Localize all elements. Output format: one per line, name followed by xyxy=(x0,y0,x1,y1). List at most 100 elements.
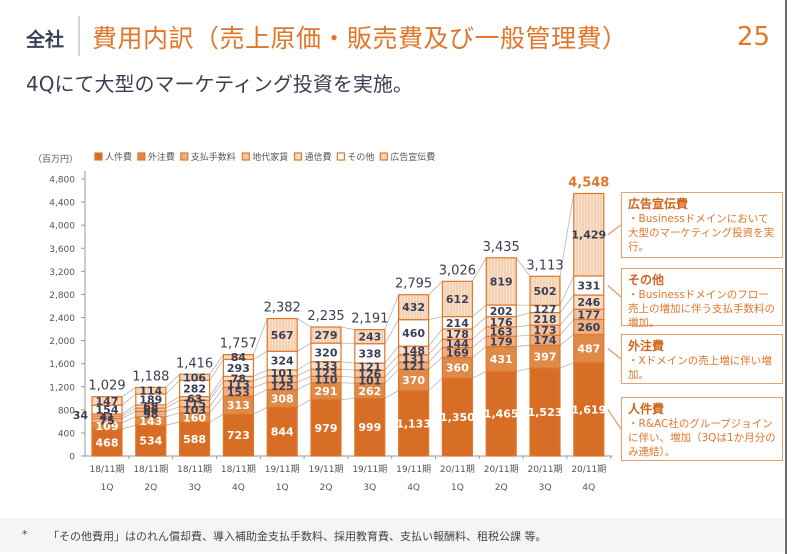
data-label-comm: 78 xyxy=(231,373,246,386)
data-label-ad: 243 xyxy=(358,331,381,344)
data-label-ad: 612 xyxy=(446,293,469,306)
callout-lines xyxy=(607,224,622,430)
data-label-ad: 502 xyxy=(534,285,557,298)
legend-label-fees: 支払手数料 xyxy=(191,151,236,163)
x-axis: 18/11期 1Q 18/11期 2Q 18/11期 3Q 18/11期 4Q 19/11期 1Q… xyxy=(85,455,613,493)
x-tick-label-period: 20/11期 xyxy=(528,464,563,475)
data-label-personnel: 999 xyxy=(358,421,381,434)
x-tick-label-period: 20/11期 xyxy=(484,464,519,475)
bar-segment-ad xyxy=(135,386,167,395)
connector-line xyxy=(516,334,531,337)
connector-line xyxy=(165,396,180,406)
connector-line xyxy=(472,326,487,340)
connector-line xyxy=(428,281,443,295)
data-label-ad: 432 xyxy=(402,301,425,314)
data-label-comm: 176 xyxy=(490,316,513,329)
bar-segment-ad xyxy=(573,192,605,277)
connector-line xyxy=(121,416,136,424)
total-label: 1,757 xyxy=(220,337,257,352)
callout-body: ・R&AC社のグループジョインに伴い、増加（3Qは1か月分のみ連結）。 xyxy=(628,418,776,458)
connector-line xyxy=(253,389,268,397)
callout-body: ・Businessドメインのフロー売上の増加に伴う支払手数料の増加。 xyxy=(628,289,775,329)
legend-label-ad: 広告宣伝費 xyxy=(390,151,435,163)
data-label-fees: 98 xyxy=(143,408,158,421)
connector-line xyxy=(340,375,355,378)
callout-outsourcing: 外注費 ・Xドメインの売上増に伴い増加。 xyxy=(621,334,783,384)
page-title: 費用内訳（売上原価・販売費及び一般管理費） xyxy=(92,24,628,53)
y-tick-label: 400 xyxy=(58,429,75,439)
x-tick-label-quarter: 3Q xyxy=(188,483,201,493)
connector-line xyxy=(515,257,531,277)
data-label-comm: 218 xyxy=(534,313,557,326)
connector-line xyxy=(384,319,399,344)
callout-title: 外注費 xyxy=(628,339,665,353)
data-label-ad: 147 xyxy=(96,395,119,408)
data-label-comm: 121 xyxy=(358,361,381,374)
data-label-rent: 66 xyxy=(143,404,159,417)
data-label-rent: 131 xyxy=(402,353,425,366)
x-tick-label-period: 19/11期 xyxy=(309,464,344,475)
data-label-other: 189 xyxy=(139,393,162,406)
connector-line xyxy=(559,362,574,369)
data-label-rent: 41 xyxy=(99,411,114,424)
connector-line xyxy=(297,382,312,390)
bar-segment-ad xyxy=(179,373,211,381)
data-label-rent: 163 xyxy=(490,326,513,339)
bar-segment-ad xyxy=(354,329,386,345)
legend-swatch-ad xyxy=(379,152,388,161)
data-label-comm: 133 xyxy=(315,359,338,372)
bar-segment-ad xyxy=(222,354,254,361)
connector-line xyxy=(121,410,136,419)
x-tick-label-period: 18/11期 xyxy=(90,464,125,475)
legend-swatch-rent xyxy=(241,152,250,161)
callout-leader-line xyxy=(607,408,622,430)
connector-line xyxy=(384,390,399,399)
x-tick-label-quarter: 1Q xyxy=(451,483,464,493)
total-label: 3,113 xyxy=(526,258,563,273)
connector-line xyxy=(165,399,180,409)
callout-other: その他・Businessドメインのフロー売上の増加に伴う支払手数料の増加。 xyxy=(621,268,783,329)
data-label-comm: 178 xyxy=(446,328,469,341)
data-label-outsourcing: 360 xyxy=(446,362,469,375)
x-tick-label-period: 20/11期 xyxy=(440,464,475,475)
connector-line xyxy=(340,361,355,364)
data-label-comm: 34 xyxy=(73,409,89,422)
x-tick-label-quarter: 1Q xyxy=(276,483,289,493)
connector-line xyxy=(516,344,531,347)
bar-segment-ad xyxy=(485,257,517,306)
callout-title: 人件費 xyxy=(628,402,665,416)
callout-personnel: 人件費・R&AC社のグループジョインに伴い、増加（3Qは1か月分のみ連結）。 xyxy=(621,397,783,461)
data-label-other: 324 xyxy=(271,355,294,368)
data-label-other: 202 xyxy=(490,305,513,318)
data-label-outsourcing: 431 xyxy=(490,353,513,366)
data-label-personnel: 979 xyxy=(315,422,338,435)
connector-line xyxy=(296,318,312,328)
data-label-personnel: 1,133 xyxy=(396,417,431,430)
data-label-fees: 179 xyxy=(490,335,513,348)
bar-segment-personnel xyxy=(222,413,254,457)
callout-title: その他 xyxy=(628,273,665,287)
connector-line xyxy=(209,376,224,397)
footnote-marker: * xyxy=(22,528,28,541)
footnote-text: 「その他費用」はのれん償却費、導入補助金支払手数料、採用教育費、支払い報酬料、租… xyxy=(48,530,547,543)
total-label: 1,029 xyxy=(88,379,125,394)
data-label-personnel: 468 xyxy=(96,436,119,449)
x-tick-label-period: 18/11期 xyxy=(133,464,168,475)
data-label-other: 214 xyxy=(446,317,469,330)
connector-line xyxy=(165,373,180,388)
bar-segment-ad xyxy=(398,294,430,321)
connector-line xyxy=(209,387,224,408)
callout-leader-line xyxy=(607,224,622,236)
legend-label-outsourcing: 外注費 xyxy=(148,151,175,163)
x-tick-label-quarter: 4Q xyxy=(582,483,595,493)
connector-line xyxy=(384,368,399,384)
connector-line xyxy=(472,346,487,358)
footnote: * 「その他費用」はのれん償却費、導入補助金支払手数料、採用教育費、支払い報酬料… xyxy=(0,518,784,552)
data-label-personnel: 534 xyxy=(139,435,162,448)
data-label-outsourcing: 397 xyxy=(534,351,557,364)
total-label: 2,382 xyxy=(264,301,301,316)
data-label-personnel: 588 xyxy=(183,433,206,446)
x-tick-label-period: 20/11期 xyxy=(571,464,606,475)
data-label-fees: 75 xyxy=(99,415,114,428)
connector-line xyxy=(428,316,443,321)
